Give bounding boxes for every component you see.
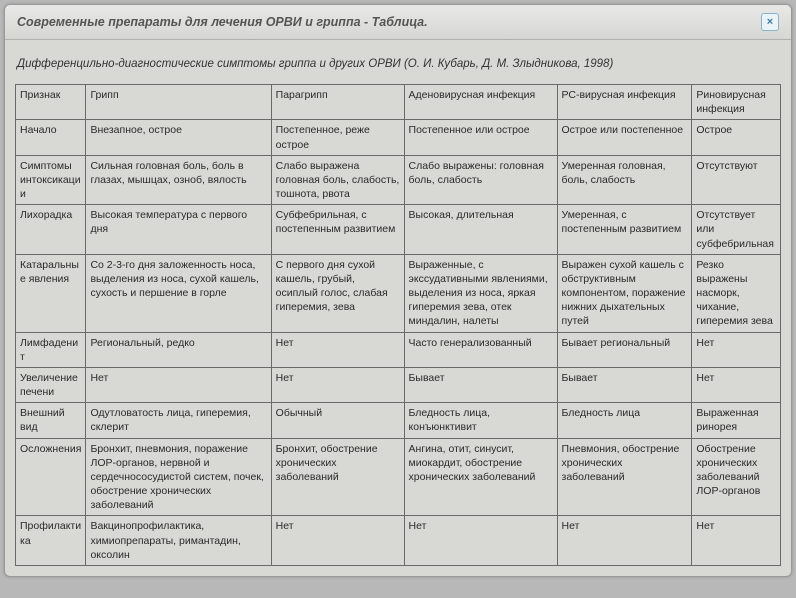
data-cell: Обострение хронических заболеваний ЛОР-о… — [692, 438, 781, 516]
panel-title: Современные препараты для лечения ОРВИ и… — [17, 15, 428, 29]
data-cell: Обычный — [271, 403, 404, 438]
table-row: Внешний видОдутловатость лица, гиперемия… — [16, 403, 781, 438]
column-header: Признак — [16, 85, 86, 120]
row-label-cell: Профилактика — [16, 516, 86, 566]
column-header: Аденовирусная инфекция — [404, 85, 557, 120]
panel-header: Современные препараты для лечения ОРВИ и… — [5, 5, 791, 40]
table-row: ЛимфаденитРегиональный, редкоНетЧасто ге… — [16, 332, 781, 367]
data-cell: Нет — [557, 516, 692, 566]
data-cell: Отсутствуют — [692, 155, 781, 205]
modal-panel: Современные препараты для лечения ОРВИ и… — [4, 4, 792, 577]
table-row: ПрофилактикаВакцинопрофилактика, химиопр… — [16, 516, 781, 566]
data-cell: Острое — [692, 120, 781, 155]
panel-body: Дифференцильно-диагностические симптомы … — [5, 40, 791, 576]
data-cell: Нет — [692, 332, 781, 367]
data-cell: Вакцинопрофилактика, химиопрепараты, рим… — [86, 516, 271, 566]
data-cell: Умеренная головная, боль, слабость — [557, 155, 692, 205]
table-caption: Дифференцильно-диагностические симптомы … — [17, 58, 779, 70]
data-cell: Резко выражены насморк, чихание, гиперем… — [692, 254, 781, 332]
table-row: ОсложненияБронхит, пневмония, поражение … — [16, 438, 781, 516]
data-cell: Со 2-3-го дня заложенность носа, выделен… — [86, 254, 271, 332]
data-cell: Постепенное или острое — [404, 120, 557, 155]
data-cell: Постепенное, реже острое — [271, 120, 404, 155]
data-cell: Одутловатость лица, гиперемия, склерит — [86, 403, 271, 438]
data-cell: Субфебрильная, с постепенным развитием — [271, 205, 404, 255]
table-row: ЛихорадкаВысокая температура с первого д… — [16, 205, 781, 255]
data-cell: Нет — [692, 367, 781, 402]
data-cell: Нет — [86, 367, 271, 402]
table-row: НачалоВнезапное, остроеПостепенное, реже… — [16, 120, 781, 155]
row-label-cell: Лихорадка — [16, 205, 86, 255]
data-cell: Бледность лица — [557, 403, 692, 438]
data-cell: Выраженные, с экссудативными явлениями, … — [404, 254, 557, 332]
data-cell: Слабо выражены: головная боль, слабость — [404, 155, 557, 205]
row-label-cell: Симптомы интоксикации — [16, 155, 86, 205]
data-cell: Бывает — [557, 367, 692, 402]
data-cell: Нет — [271, 332, 404, 367]
table-body: НачалоВнезапное, остроеПостепенное, реже… — [16, 120, 781, 566]
column-header: Риновирусная инфекция — [692, 85, 781, 120]
data-cell: Нет — [404, 516, 557, 566]
data-cell: Нет — [271, 367, 404, 402]
table-row: Увеличение печениНетНетБываетБываетНет — [16, 367, 781, 402]
close-icon: × — [767, 16, 773, 28]
data-cell: Региональный, редко — [86, 332, 271, 367]
table-row: Симптомы интоксикацииСильная головная бо… — [16, 155, 781, 205]
data-cell: Умеренная, с постепенным развитием — [557, 205, 692, 255]
row-label-cell: Внешний вид — [16, 403, 86, 438]
data-cell: Отсутствует или субфебрильная — [692, 205, 781, 255]
data-cell: Слабо выражена головная боль, слабость, … — [271, 155, 404, 205]
data-cell: Высокая температура с первого дня — [86, 205, 271, 255]
column-header: Парагрипп — [271, 85, 404, 120]
row-label-cell: Увеличение печени — [16, 367, 86, 402]
row-label-cell: Осложнения — [16, 438, 86, 516]
data-cell: Нет — [692, 516, 781, 566]
data-cell: Бронхит, обострение хронических заболева… — [271, 438, 404, 516]
data-cell: Острое или постепенное — [557, 120, 692, 155]
data-cell: Бывает региональный — [557, 332, 692, 367]
data-cell: Внезапное, острое — [86, 120, 271, 155]
data-cell: Ангина, отит, синусит, миокардит, обостр… — [404, 438, 557, 516]
data-cell: Бронхит, пневмония, поражение ЛОР-органо… — [86, 438, 271, 516]
close-button[interactable]: × — [761, 13, 779, 31]
row-label-cell: Начало — [16, 120, 86, 155]
data-cell: Выраженная ринорея — [692, 403, 781, 438]
column-header: Грипп — [86, 85, 271, 120]
data-cell: Нет — [271, 516, 404, 566]
table-head: ПризнакГриппПарагриппАденовирусная инфек… — [16, 85, 781, 120]
data-cell: Бледность лица, конъюнктивит — [404, 403, 557, 438]
data-cell: Сильная головная боль, боль в глазах, мы… — [86, 155, 271, 205]
table-header-row: ПризнакГриппПарагриппАденовирусная инфек… — [16, 85, 781, 120]
data-cell: Пневмония, обострение хронических заболе… — [557, 438, 692, 516]
data-cell: Часто генерализованный — [404, 332, 557, 367]
data-cell: С первого дня сухой кашель, грубый, осип… — [271, 254, 404, 332]
table-row: Катаральные явленияСо 2-3-го дня заложен… — [16, 254, 781, 332]
row-label-cell: Катаральные явления — [16, 254, 86, 332]
symptoms-table: ПризнакГриппПарагриппАденовирусная инфек… — [15, 84, 781, 566]
data-cell: Высокая, длительная — [404, 205, 557, 255]
row-label-cell: Лимфаденит — [16, 332, 86, 367]
data-cell: Выражен сухой кашель с обструктивным ком… — [557, 254, 692, 332]
column-header: РС-вирусная инфекция — [557, 85, 692, 120]
data-cell: Бывает — [404, 367, 557, 402]
